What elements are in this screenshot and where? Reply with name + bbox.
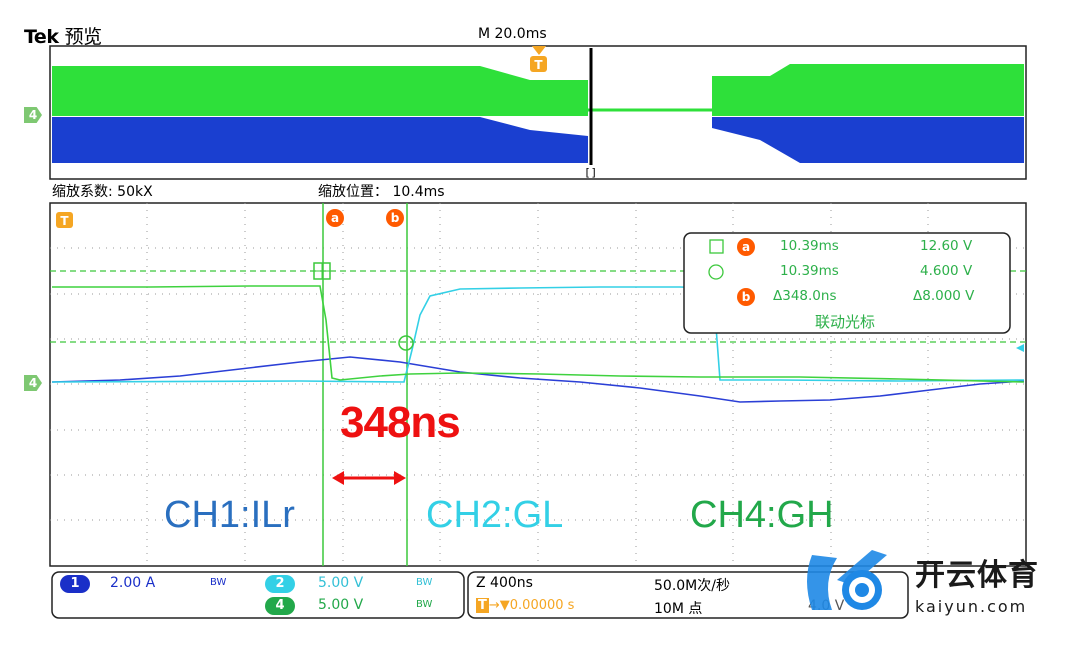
readout-row3-value: Δ8.000 V [913, 288, 975, 304]
ch2-annotation: CH2:GL [426, 494, 564, 536]
watermark-url: kaiyun.com [915, 597, 1028, 616]
horizontal-panel [467, 571, 909, 619]
sample-rate: 50.0M次/秒 [654, 578, 730, 594]
ch2-trace [51, 286, 1025, 383]
ch4-ground-marker-main[interactable]: 4 [24, 375, 42, 391]
ch4-trace [52, 285, 1025, 383]
svg-text:T: T [534, 58, 543, 72]
channel-panel [51, 571, 465, 619]
ch2-bw: BW [416, 577, 433, 588]
svg-text:[]: [] [584, 166, 597, 179]
trigger-delay-value: 0.00000 s [509, 598, 575, 613]
readout-box [683, 232, 1011, 334]
ch2-badge: 2 [265, 575, 295, 593]
watermark-logo [792, 540, 912, 620]
channel-list: 1 2.00 A BW 2 5.00 V BW 4 5.00 V BW [60, 575, 460, 617]
ch4-badge: 4 [265, 597, 295, 615]
record-length: 10M 点 [654, 601, 703, 617]
ch1-bw: BW [210, 577, 227, 588]
readout-row3-time: Δ348.0ns [773, 288, 837, 304]
ch1-trace [51, 356, 1025, 403]
zoom-timebase[interactable]: Z 400ns [476, 575, 533, 591]
watermark-brand: 开云体育 [915, 558, 1039, 593]
ch4-scale: 5.00 V [318, 597, 364, 613]
overview-ch1-band [52, 117, 588, 163]
channel-row[interactable]: 4 5.00 V BW [60, 597, 460, 617]
trigger-icon: T [476, 598, 489, 613]
readout-row2-time: 10.39ms [780, 263, 839, 279]
ch1-annotation: CH1:ILr [164, 494, 295, 536]
cursor-b-label[interactable]: b [386, 209, 404, 227]
trigger-delay[interactable]: T →▼0.00000 s [476, 598, 575, 613]
ch2-scale: 5.00 V [318, 575, 364, 591]
ch4-bw: BW [416, 599, 433, 610]
brand-label: Tek 预览 [24, 26, 103, 48]
readout-a-icon: a [737, 238, 755, 256]
zoom-factor: 缩放系数: 50kX [52, 184, 153, 200]
overview-ch4-band-right [712, 64, 1024, 116]
ch1-badge: 1 [60, 575, 90, 593]
timebase-label: M 20.0ms [478, 26, 547, 42]
zoom-position: 缩放位置： 10.4ms [318, 184, 445, 200]
readout-row2-value: 4.600 V [920, 263, 973, 279]
overview-ch1-band-right [712, 117, 1024, 163]
svg-text:T: T [60, 214, 69, 228]
readout-row1-time: 10.39ms [780, 238, 839, 254]
delta-annotation: 348ns [340, 398, 461, 447]
channel-row[interactable]: 1 2.00 A BW 2 5.00 V BW [60, 575, 460, 595]
ch4-annotation: CH4:GH [690, 494, 834, 536]
ch1-scale: 2.00 A [110, 575, 156, 591]
ch4-ground-marker[interactable]: 4 [24, 107, 42, 123]
readout-row1-value: 12.60 V [920, 238, 973, 254]
linked-cursors-label[interactable]: 联动光标 [815, 313, 876, 331]
readout-b-icon: b [737, 288, 755, 306]
cursor-a-label[interactable]: a [326, 209, 344, 227]
overview-ch4-band [52, 66, 588, 116]
mode-label: 预览 [64, 26, 103, 48]
